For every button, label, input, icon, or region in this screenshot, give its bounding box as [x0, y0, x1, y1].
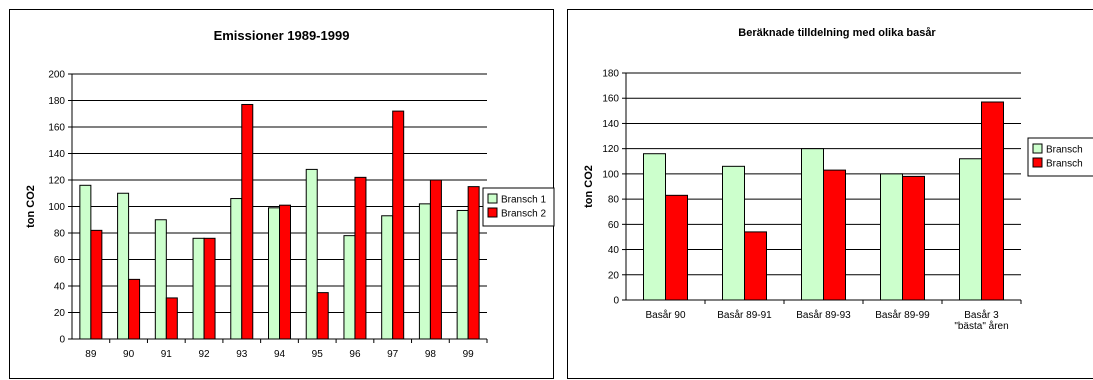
y-tick-label: 100 [48, 202, 65, 213]
legend-swatch [1032, 143, 1043, 154]
x-tick-label: Basår 89-93 [796, 309, 851, 321]
legend-label: Bransch 2 [501, 209, 546, 220]
y-tick-label: 40 [54, 282, 66, 293]
y-tick-label: 180 [48, 96, 65, 107]
y-tick-label: 80 [54, 229, 66, 240]
bar-1 [381, 215, 394, 340]
bar-2 [279, 204, 291, 340]
y-tick-label: 100 [602, 169, 619, 180]
y-tick-label: 60 [608, 220, 620, 231]
chart-panel-allocation: Beräknade tilldelning med olika basår 0 2… [567, 9, 1093, 379]
bar-2 [203, 237, 216, 340]
y-tick-label: 160 [48, 123, 65, 134]
bar-1 [230, 198, 243, 340]
x-tick-label: Basår 89-99 [875, 309, 930, 321]
bar-2 [354, 176, 367, 340]
x-tick-label: 94 [274, 349, 286, 360]
bar-2 [128, 278, 141, 340]
emissions-chart: 0 20 40 60 80 100 120 140 160 180 200 89 90 91 92 93 94 9… [25, 70, 555, 360]
bar-2 [165, 297, 178, 340]
bar-1 [722, 165, 745, 301]
chart-title: Emissioner 1989-1999 [213, 28, 350, 43]
y-tick-label: 0 [59, 335, 65, 346]
x-tick-label: 93 [236, 349, 248, 360]
x-tick-label: 98 [425, 349, 437, 360]
y-tick-label: 200 [48, 70, 65, 81]
chart-panel-emissions: Emissioner 1989-1999 0 20 40 60 80 100 120 140 1… [9, 9, 555, 379]
bar-2 [823, 169, 846, 301]
y-tick-label: 80 [608, 195, 620, 206]
bar-1 [79, 184, 92, 340]
x-tick-label: 91 [161, 349, 173, 360]
bar-2 [902, 175, 925, 301]
x-tick-label: Basår 89-91 [717, 309, 772, 321]
bar-1 [801, 148, 824, 301]
bar-1 [959, 158, 982, 301]
y-tick-label: 120 [48, 176, 65, 187]
y-tick-label: 140 [48, 149, 65, 160]
chart-title: Beräknade tilldelning med olika basår [738, 27, 936, 39]
y-tick-label: 20 [54, 308, 66, 319]
bar-2 [429, 179, 442, 340]
x-tick-label: 99 [463, 349, 475, 360]
bar-1 [305, 168, 318, 340]
x-tick-label: 90 [123, 349, 135, 360]
legend-box [482, 187, 555, 227]
bar-2 [981, 101, 1004, 301]
legend-swatch [487, 193, 498, 204]
y-axis-label: ton CO2 [583, 165, 595, 208]
y-tick-label: 140 [602, 119, 619, 130]
bar-1 [154, 219, 167, 340]
y-tick-label: 120 [602, 144, 619, 155]
x-tick-label: Basår 3 [964, 309, 999, 321]
legend-swatch [1032, 157, 1043, 168]
legend-swatch [487, 207, 498, 218]
bar-1 [343, 235, 356, 340]
x-tick-label: 95 [312, 349, 324, 360]
x-tick-label: "bästa" åren [954, 320, 1008, 332]
bar-1 [456, 209, 469, 340]
y-tick-label: 160 [602, 94, 619, 105]
legend-label: Bransch [1046, 145, 1083, 156]
y-tick-label: 40 [608, 245, 620, 256]
x-tick-label: 96 [349, 349, 361, 360]
bar-1 [268, 207, 280, 340]
bar-2 [467, 186, 480, 340]
y-tick-label: 0 [613, 296, 619, 307]
y-tick-label: 20 [608, 270, 620, 281]
allocation-chart: 0 20 40 60 80 100 120 140 160 180 Basår 90 Basår 89… [583, 69, 1093, 332]
bar-2 [90, 229, 103, 340]
y-tick-label: 180 [602, 69, 619, 80]
bar-2 [241, 103, 254, 340]
x-tick-label: 89 [85, 349, 97, 360]
bar-1 [192, 237, 205, 340]
legend-label: Bransch 1 [501, 195, 546, 206]
x-tick-label: 97 [387, 349, 399, 360]
x-tick-label: Basår 90 [645, 309, 685, 321]
bar-1 [418, 203, 431, 340]
bar-2 [665, 194, 688, 301]
bar-2 [392, 110, 405, 340]
bar-1 [880, 173, 903, 301]
legend-label: Bransch [1046, 159, 1083, 170]
y-axis-label: ton CO2 [25, 185, 37, 228]
bar-2 [744, 231, 767, 301]
x-tick-label: 92 [198, 349, 210, 360]
bar-2 [316, 292, 329, 340]
bar-1 [117, 192, 130, 340]
bar-1 [643, 153, 666, 301]
y-tick-label: 60 [54, 255, 66, 266]
